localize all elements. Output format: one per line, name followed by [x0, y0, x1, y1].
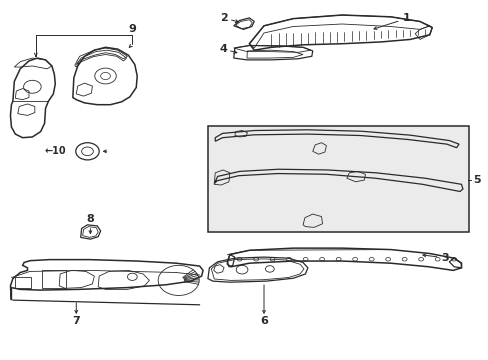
Bar — [207, 126, 468, 232]
Bar — [42, 270, 65, 288]
Text: 6: 6 — [260, 316, 267, 325]
Text: 8: 8 — [86, 214, 94, 224]
Text: 5: 5 — [473, 175, 480, 185]
Text: 3: 3 — [441, 253, 448, 263]
Text: 7: 7 — [72, 316, 80, 325]
Bar — [15, 277, 31, 288]
Text: 1: 1 — [402, 13, 409, 23]
Text: 9: 9 — [128, 24, 136, 35]
Text: ←10: ←10 — [45, 146, 66, 156]
Text: 2: 2 — [220, 13, 227, 23]
Text: 4: 4 — [219, 44, 226, 54]
